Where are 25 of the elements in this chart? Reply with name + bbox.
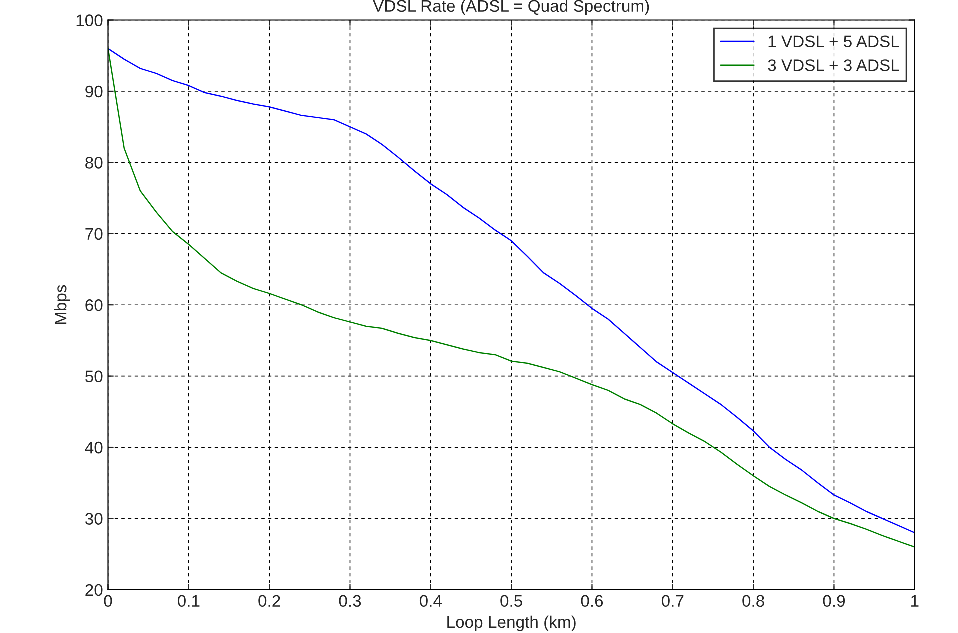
x-tick-label: 0.4 — [420, 595, 442, 608]
y-tick-label: 70 — [86, 228, 103, 240]
legend-label: 3 VDSL + 3 ADSL — [768, 60, 900, 72]
y-tick-label: 30 — [85, 513, 103, 525]
y-tick-label: 90 — [86, 86, 103, 98]
x-axis-title: Loop Length (km) — [448, 616, 576, 632]
x-tick-label: 0.2 — [258, 595, 280, 608]
x-tick-label: 1 — [912, 595, 919, 607]
x-tick-label: 0.3 — [339, 595, 362, 608]
x-tick-label: 0.8 — [742, 595, 764, 608]
chart-title: VDSL Rate (ADSL = Quad Spectrum) — [373, 0, 650, 16]
x-tick-label: 0.5 — [500, 595, 522, 608]
y-tick-label: 100 — [76, 14, 103, 26]
x-tick-label: 0.9 — [823, 595, 846, 608]
x-tick-label: 0.7 — [662, 595, 684, 608]
y-tick-label: 60 — [86, 300, 103, 312]
y-tick-label: 50 — [86, 370, 103, 383]
y-tick-label: 80 — [86, 157, 103, 169]
x-tick-label: 0.6 — [581, 595, 604, 608]
x-tick-label: 0.1 — [178, 595, 200, 608]
legend-label: 1 VDSL + 5 ADSL — [768, 36, 900, 48]
y-tick-label: 20 — [86, 584, 103, 596]
y-tick-label: 40 — [85, 442, 103, 454]
x-tick-label: 0 — [104, 595, 112, 608]
y-axis-title: Mbps — [54, 285, 70, 324]
